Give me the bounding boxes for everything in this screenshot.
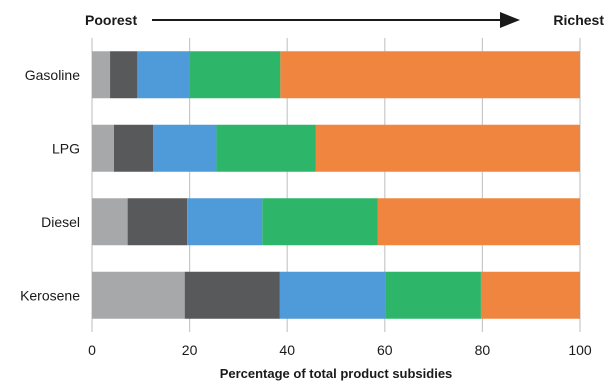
category-labels: Gasoline LPG Diesel Kerosene xyxy=(20,67,80,304)
bar-segment-kerosene-2 xyxy=(184,271,280,319)
bars xyxy=(92,51,580,319)
x-tick-label: 60 xyxy=(377,342,393,358)
bar-segment-lpg-4 xyxy=(216,124,316,172)
bar-segment-diesel-1 xyxy=(92,198,128,246)
bar-segment-lpg-1 xyxy=(92,124,114,172)
bar-segment-kerosene-3 xyxy=(279,271,386,319)
bar-segment-diesel-5 xyxy=(377,198,580,246)
richest-label: Richest xyxy=(553,12,604,28)
bar-segment-gasoline-3 xyxy=(137,51,190,99)
bar-segment-diesel-3 xyxy=(187,198,263,246)
arrow-head-icon xyxy=(500,12,520,28)
bar-segment-lpg-5 xyxy=(315,124,580,172)
category-label-diesel: Diesel xyxy=(41,214,80,230)
bar-segment-gasoline-4 xyxy=(189,51,281,99)
bar-segment-gasoline-5 xyxy=(280,51,580,99)
bar-segment-lpg-2 xyxy=(113,124,153,172)
bar-segment-gasoline-1 xyxy=(92,51,111,99)
x-tick-label: 100 xyxy=(568,342,592,358)
bar-segment-diesel-4 xyxy=(262,198,378,246)
poorest-label: Poorest xyxy=(85,12,137,28)
x-axis-label: Percentage of total product subsidies xyxy=(220,366,453,381)
x-tick-label: 40 xyxy=(279,342,295,358)
category-label-lpg: LPG xyxy=(52,140,80,156)
x-tick-label: 20 xyxy=(182,342,198,358)
bar-segment-kerosene-1 xyxy=(92,271,185,319)
bar-segment-gasoline-2 xyxy=(110,51,138,99)
wealth-arrow xyxy=(152,12,520,28)
x-tick-label: 80 xyxy=(475,342,491,358)
bar-segment-diesel-2 xyxy=(127,198,188,246)
x-tick-labels: 0 20 40 60 80 100 xyxy=(88,342,592,358)
bar-segment-kerosene-5 xyxy=(480,271,580,319)
category-label-kerosene: Kerosene xyxy=(20,287,80,303)
category-label-gasoline: Gasoline xyxy=(25,67,80,83)
bar-segment-kerosene-4 xyxy=(385,271,481,319)
x-tick-label: 0 xyxy=(88,342,96,358)
bar-segment-lpg-3 xyxy=(153,124,217,172)
